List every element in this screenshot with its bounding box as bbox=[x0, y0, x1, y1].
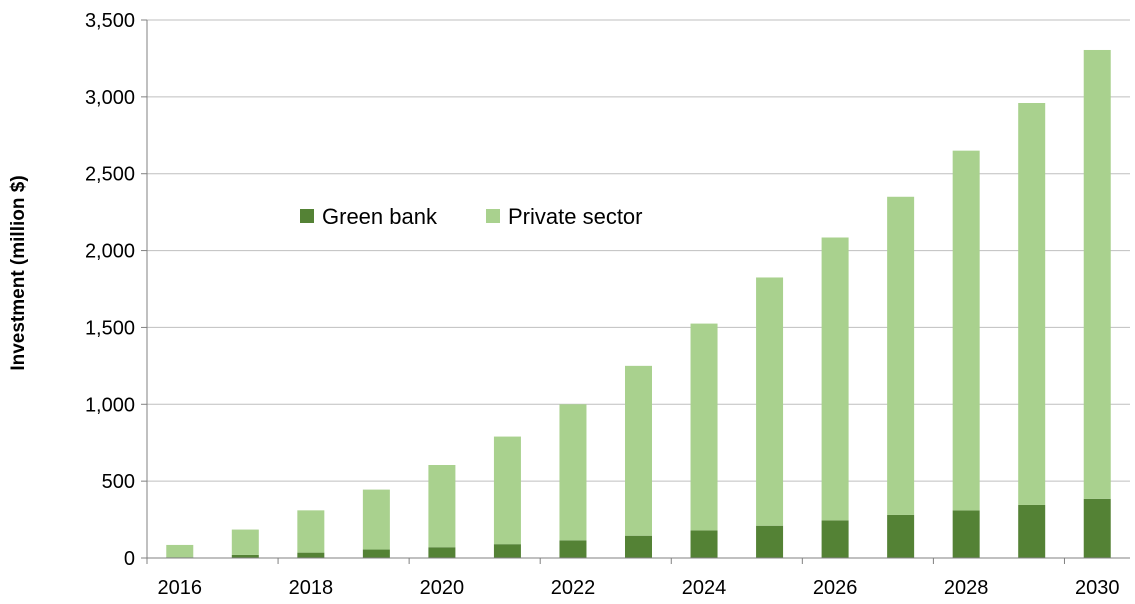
bar-green-bank-2019 bbox=[362, 549, 390, 558]
bar-private-sector-2022 bbox=[559, 404, 587, 541]
bar-green-bank-2030 bbox=[1083, 498, 1111, 558]
bar-private-sector-2016 bbox=[166, 544, 194, 558]
bar-private-sector-2029 bbox=[1018, 103, 1046, 505]
y-axis-title: Investment (million $) bbox=[8, 175, 29, 370]
y-tick-label: 2,000 bbox=[85, 241, 135, 263]
bar-private-sector-2025 bbox=[756, 277, 784, 526]
x-tick-labels: 2016 2018 2020 2022 2024 2026 2028 2030 bbox=[158, 577, 1120, 599]
bar-green-bank-2022 bbox=[559, 540, 587, 558]
bar-green-bank-2028 bbox=[952, 510, 980, 558]
x-tick-label: 2026 bbox=[813, 577, 858, 599]
legend-label-green-bank: Green bank bbox=[322, 204, 438, 229]
x-tick-label: 2030 bbox=[1075, 577, 1120, 599]
legend-swatch-private-sector bbox=[486, 209, 500, 223]
y-tick-label: 1,500 bbox=[85, 317, 135, 339]
y-tick-label: 2,500 bbox=[85, 164, 135, 186]
bars bbox=[166, 49, 1111, 558]
y-tick-labels: 0 500 1,000 1,500 2,000 2,500 3,000 3,500 bbox=[85, 10, 135, 570]
x-tick-label: 2024 bbox=[682, 577, 727, 599]
legend-label-private-sector: Private sector bbox=[508, 204, 643, 229]
x-tick-label: 2018 bbox=[289, 577, 334, 599]
bar-green-bank-2021 bbox=[493, 544, 521, 558]
gridlines bbox=[147, 19, 1130, 482]
bar-green-bank-2026 bbox=[821, 520, 849, 558]
bar-private-sector-2030 bbox=[1083, 49, 1111, 499]
bar-green-bank-2018 bbox=[297, 552, 325, 558]
bar-private-sector-2019 bbox=[362, 489, 390, 550]
bar-private-sector-2028 bbox=[952, 150, 980, 511]
bar-private-sector-2020 bbox=[428, 465, 456, 548]
bar-green-bank-2017 bbox=[231, 554, 259, 558]
x-tick-label: 2020 bbox=[420, 577, 465, 599]
y-tick-label: 0 bbox=[124, 548, 135, 570]
axes bbox=[141, 19, 1130, 564]
x-tick-label: 2022 bbox=[551, 577, 596, 599]
bar-green-bank-2023 bbox=[625, 535, 652, 558]
bar-private-sector-2023 bbox=[625, 365, 652, 536]
bar-private-sector-2026 bbox=[821, 237, 849, 521]
bar-green-bank-2025 bbox=[756, 525, 784, 558]
bar-green-bank-2024 bbox=[690, 530, 718, 558]
bar-green-bank-2020 bbox=[428, 547, 456, 558]
legend-swatch-green-bank bbox=[300, 209, 314, 223]
bar-private-sector-2018 bbox=[297, 510, 325, 553]
bar-green-bank-2029 bbox=[1018, 504, 1046, 558]
bar-private-sector-2024 bbox=[690, 323, 718, 531]
y-tick-label: 3,000 bbox=[85, 87, 135, 109]
bar-private-sector-2027 bbox=[887, 196, 915, 515]
x-tick-label: 2028 bbox=[944, 577, 989, 599]
bar-private-sector-2021 bbox=[493, 436, 521, 545]
y-tick-label: 500 bbox=[102, 471, 135, 493]
y-tick-label: 1,000 bbox=[85, 394, 135, 416]
x-tick-label: 2016 bbox=[158, 577, 203, 599]
bar-private-sector-2017 bbox=[231, 529, 259, 555]
legend: Green bank Private sector bbox=[300, 204, 643, 229]
y-tick-label: 3,500 bbox=[85, 10, 135, 32]
bar-green-bank-2027 bbox=[887, 514, 915, 558]
